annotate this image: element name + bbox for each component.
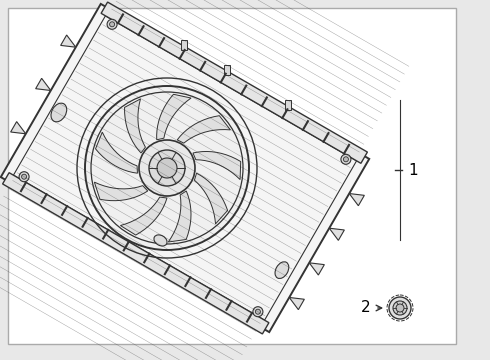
Polygon shape xyxy=(124,99,146,153)
Ellipse shape xyxy=(275,262,289,279)
Circle shape xyxy=(393,301,407,315)
Polygon shape xyxy=(95,182,147,201)
Circle shape xyxy=(139,140,195,196)
Polygon shape xyxy=(101,2,368,163)
Circle shape xyxy=(343,157,348,162)
Polygon shape xyxy=(11,122,26,134)
Polygon shape xyxy=(329,228,344,240)
Circle shape xyxy=(107,19,117,29)
Polygon shape xyxy=(1,4,369,332)
Polygon shape xyxy=(36,78,51,90)
Ellipse shape xyxy=(154,235,167,246)
Polygon shape xyxy=(309,263,324,275)
FancyBboxPatch shape xyxy=(181,40,187,50)
Circle shape xyxy=(389,297,411,319)
Polygon shape xyxy=(349,194,365,206)
Polygon shape xyxy=(96,132,138,173)
Circle shape xyxy=(396,304,404,312)
Text: 1: 1 xyxy=(408,162,417,177)
Circle shape xyxy=(341,154,351,164)
Polygon shape xyxy=(121,197,167,235)
Ellipse shape xyxy=(51,103,67,122)
Circle shape xyxy=(19,172,29,182)
Circle shape xyxy=(22,174,26,179)
Polygon shape xyxy=(2,173,269,334)
Circle shape xyxy=(157,158,177,178)
Polygon shape xyxy=(193,152,241,180)
Circle shape xyxy=(149,150,185,186)
Polygon shape xyxy=(168,191,191,242)
FancyBboxPatch shape xyxy=(285,100,291,110)
Polygon shape xyxy=(289,297,304,310)
FancyBboxPatch shape xyxy=(224,65,230,75)
Polygon shape xyxy=(195,173,228,224)
Polygon shape xyxy=(61,35,76,47)
Circle shape xyxy=(253,307,263,317)
Polygon shape xyxy=(177,116,230,143)
Circle shape xyxy=(110,22,115,27)
Polygon shape xyxy=(157,94,191,140)
Text: 2: 2 xyxy=(360,301,370,315)
Circle shape xyxy=(85,86,249,250)
Circle shape xyxy=(255,309,260,314)
FancyBboxPatch shape xyxy=(8,8,456,344)
